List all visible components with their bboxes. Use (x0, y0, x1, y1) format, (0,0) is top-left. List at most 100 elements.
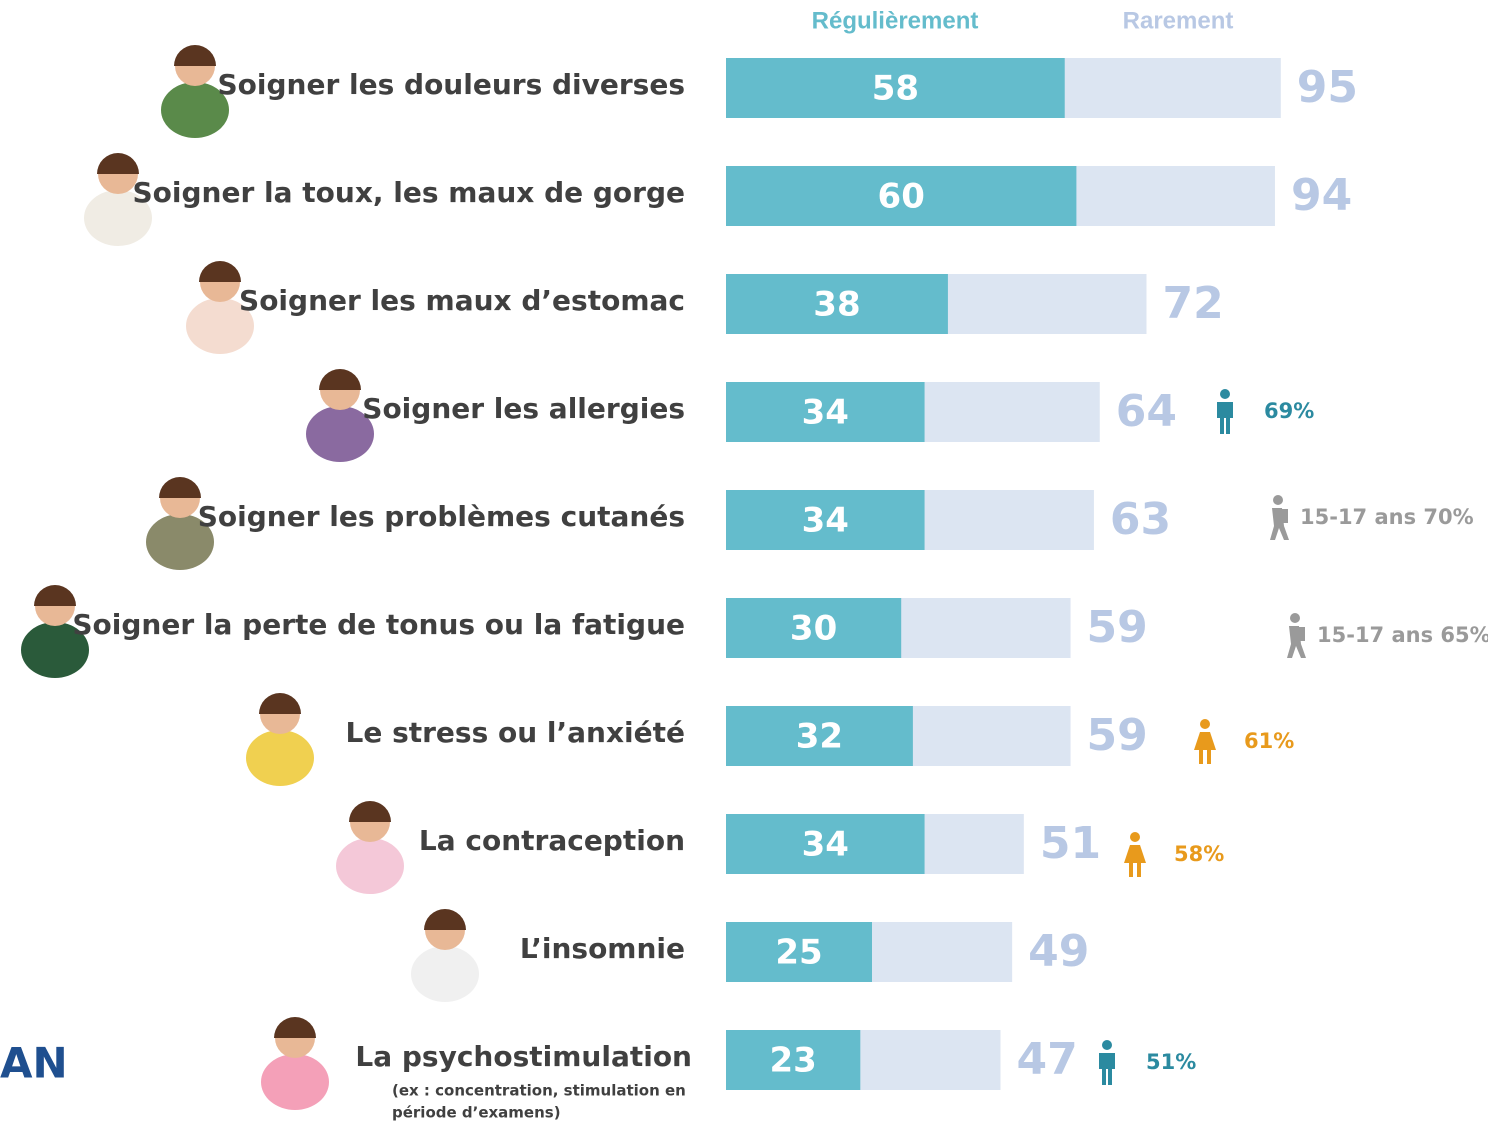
category-label: Soigner les allergies (362, 392, 685, 425)
category-label: La contraception (419, 824, 685, 857)
category-label: L’insomnie (520, 932, 685, 965)
illustration-hair (319, 369, 361, 390)
value-label: 60 (878, 177, 925, 217)
illustration-hair (97, 153, 139, 174)
total-label: 64 (1116, 386, 1177, 437)
category-label: Le stress ou l’anxiété (345, 716, 685, 749)
value-label: 58 (872, 69, 919, 109)
annotation-icon (1194, 719, 1216, 764)
bar-regulierement (726, 1030, 861, 1090)
total-label: 95 (1297, 62, 1358, 113)
category-note: (ex : concentration, stimulation en (392, 1082, 686, 1100)
illustration-body (336, 838, 404, 894)
annotation-icon (1217, 389, 1233, 434)
illustration-hair (199, 261, 241, 282)
illustration-body (246, 730, 314, 786)
category-label: La psychostimulation (355, 1040, 692, 1073)
bar-regulierement (726, 274, 948, 334)
illustration-body (146, 514, 214, 570)
illustration-body (186, 298, 254, 354)
illustration (306, 369, 374, 462)
annotation-text: 58% (1174, 842, 1224, 866)
icon-head (1273, 495, 1283, 505)
category-label: Soigner la perte de tonus ou la fatigue (72, 608, 685, 641)
illustration-hair (259, 693, 301, 714)
illustration (411, 909, 479, 1002)
illustration-body (21, 622, 89, 678)
annotation-icon (1287, 613, 1306, 658)
icon-head (1200, 719, 1210, 729)
icon-head (1220, 389, 1230, 399)
annotation-icon (1270, 495, 1289, 540)
bar-regulierement (726, 58, 1065, 118)
icon-body (1217, 402, 1233, 434)
category-label: Soigner les problèmes cutanés (198, 500, 685, 533)
illustration (336, 801, 404, 894)
illustration-hair (349, 801, 391, 822)
bar-regulierement (726, 166, 1077, 226)
illustration-hair (424, 909, 466, 930)
annotation-text: 15-17 ans 65% (1317, 623, 1488, 647)
category-label: Soigner les douleurs diverses (218, 68, 686, 101)
value-label: 34 (802, 825, 849, 865)
bar-regulierement (726, 490, 925, 550)
bar-regulierement (726, 814, 925, 874)
annotation-text: 15-17 ans 70% (1300, 505, 1474, 529)
bar-regulierement (726, 706, 913, 766)
bar-regulierement (726, 598, 902, 658)
total-label: 63 (1110, 494, 1171, 545)
illustration-body (84, 190, 152, 246)
illustration-hair (159, 477, 201, 498)
illustration (246, 693, 314, 786)
annotation-icon (1124, 832, 1146, 877)
illustration-body (161, 82, 229, 138)
total-label: 49 (1028, 926, 1089, 977)
icon-body (1194, 732, 1216, 764)
legend-label: Rarement (1123, 7, 1234, 34)
annotation-text: 69% (1264, 399, 1314, 423)
icon-head (1290, 613, 1300, 623)
value-label: 30 (790, 609, 837, 649)
category-label: Soigner les maux d’estomac (239, 284, 685, 317)
annotation-text: 51% (1146, 1050, 1196, 1074)
illustration-body (306, 406, 374, 462)
value-label: 23 (769, 1041, 816, 1081)
value-label: 34 (802, 501, 849, 541)
illustration-hair (274, 1017, 316, 1038)
illustration-body (261, 1054, 329, 1110)
value-label: 25 (775, 933, 822, 973)
total-label: 94 (1291, 170, 1352, 221)
annotation-text: 61% (1244, 729, 1294, 753)
illustration-hair (34, 585, 76, 606)
icon-head (1130, 832, 1140, 842)
illustration (21, 585, 89, 678)
icon-body (1099, 1053, 1115, 1085)
illustration (161, 45, 229, 138)
illustration-body (411, 946, 479, 1002)
category-label: Soigner la toux, les maux de gorge (133, 176, 685, 209)
bar-regulierement (726, 922, 872, 982)
total-label: 51 (1040, 818, 1101, 869)
value-label: 38 (813, 285, 860, 325)
total-label: 59 (1087, 710, 1148, 761)
illustration-hair (174, 45, 216, 66)
illustration (84, 153, 152, 246)
icon-body (1270, 508, 1289, 540)
legend-label: Régulièrement (812, 7, 979, 34)
illustration (146, 477, 214, 570)
total-label: 59 (1087, 602, 1148, 653)
value-label: 32 (796, 717, 843, 757)
icon-body (1124, 845, 1146, 877)
illustration (186, 261, 254, 354)
icon-head (1102, 1040, 1112, 1050)
icon-body (1287, 626, 1306, 658)
total-label: 72 (1162, 278, 1223, 329)
value-label: 34 (802, 393, 849, 433)
illustration (261, 1017, 329, 1110)
logo: AN (0, 1039, 68, 1088)
category-note: période d’examens) (392, 1104, 561, 1121)
annotation-icon (1099, 1040, 1115, 1085)
bar-regulierement (726, 382, 925, 442)
total-label: 47 (1016, 1034, 1077, 1085)
